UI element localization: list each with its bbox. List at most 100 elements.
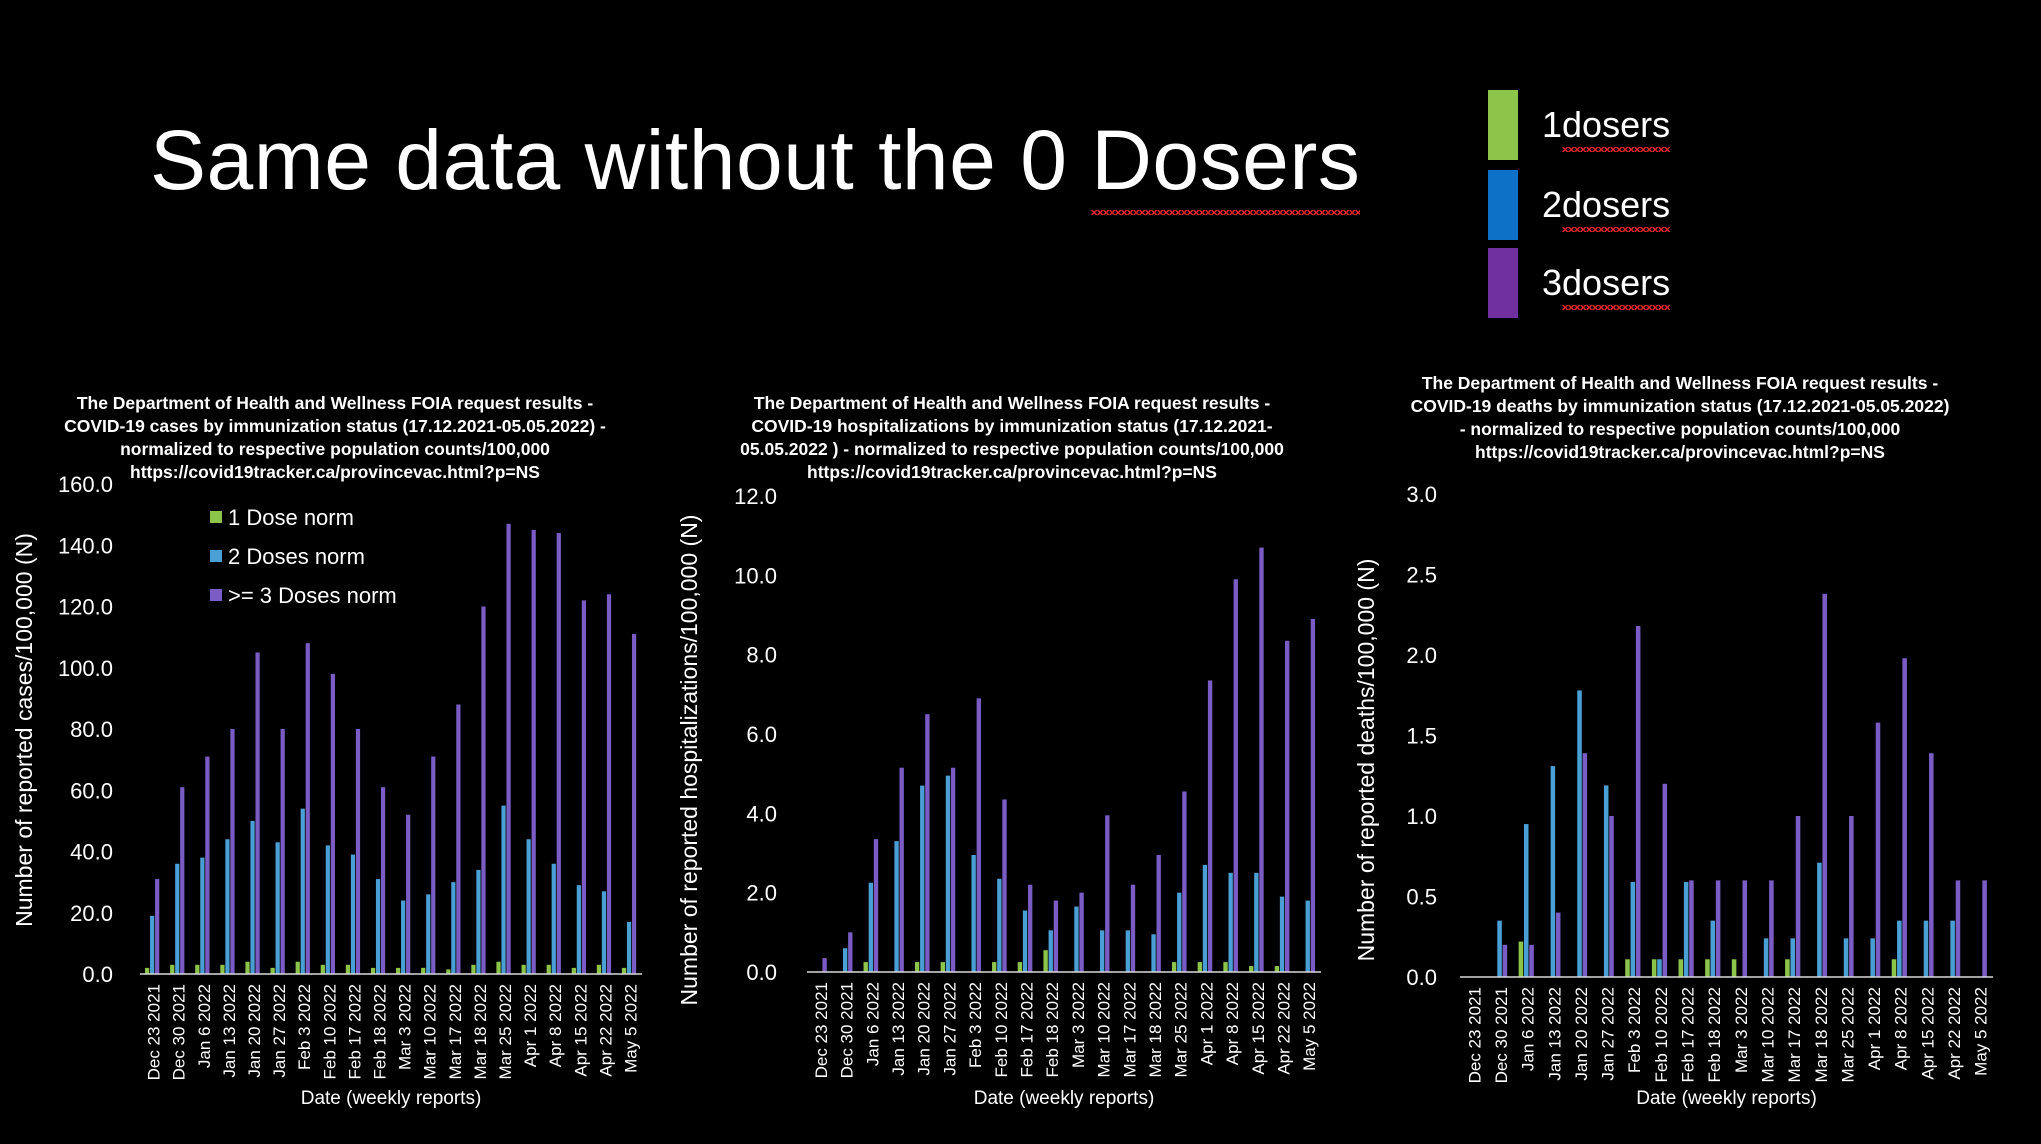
cases-x-tick-label: May 5 2022: [621, 984, 640, 1073]
hospitalizations-bar-series2: [842, 948, 848, 972]
cases-x-tick-label: Dec 30 2021: [170, 984, 189, 1080]
cases-legend-label: 2 Doses norm: [228, 544, 365, 569]
deaths-x-tick-label: Jan 6 2022: [1519, 987, 1538, 1071]
cases-bar-series2: [275, 842, 280, 974]
cases-x-tick-label: Mar 3 2022: [396, 984, 415, 1070]
deaths-bar-series2: [1950, 920, 1955, 977]
deaths-title-line: https://covid19tracker.ca/provincevac.ht…: [1475, 442, 1885, 462]
hospitalizations-x-tick-label: Mar 17 2022: [1120, 982, 1139, 1077]
deaths-bar-series2: [1923, 920, 1929, 977]
hospitalizations-bar-series3: [873, 839, 879, 972]
hospitalizations-bar-series3: [950, 767, 956, 972]
cases-bar-series1: [521, 964, 526, 974]
hospitalizations-bar-series2: [971, 854, 976, 972]
cases-bar-series3: [581, 600, 586, 975]
deaths-bar-series3: [1715, 880, 1721, 977]
deaths-bar-series2: [1683, 882, 1689, 977]
cases-bar-series1: [195, 964, 200, 974]
hospitalizations-x-tick-label: Dec 30 2021: [838, 982, 857, 1078]
deaths-x-tick-label: Mar 3 2022: [1732, 987, 1751, 1073]
slide-title: Same data without the 0 Dosers: [150, 112, 1361, 215]
hospitalizations-bar-series2: [1125, 930, 1131, 972]
hospitalizations-bar-series1: [1043, 950, 1048, 972]
deaths-bar-series2: [1657, 959, 1662, 977]
hospitalizations-bar-series2: [1099, 930, 1105, 972]
deaths-bar-series1: [1651, 959, 1657, 977]
cases-bar-series2: [250, 820, 255, 975]
dose-legend-number-2: 2: [1542, 184, 1563, 225]
hospitalizations-bar-series2: [1074, 906, 1079, 972]
cases-x-tick-label: Apr 22 2022: [596, 984, 615, 1077]
hospitalizations-x-tick-label: Feb 3 2022: [966, 982, 985, 1068]
dose-legend-item-1: 1 dosers: [1488, 90, 1671, 160]
deaths-bar-series1: [1518, 941, 1524, 977]
deaths-x-tick-label: Mar 10 2022: [1758, 987, 1777, 1082]
deaths-y-tick-label: 3.0: [1406, 482, 1437, 507]
deaths-x-tick-label: Jan 20 2022: [1572, 987, 1591, 1081]
cases-y-tick-label: 40.0: [70, 840, 113, 865]
hospitalizations-x-tick-label: Mar 18 2022: [1146, 982, 1165, 1077]
cases-bar-series2: [626, 921, 632, 974]
hospitalizations-bar-series3: [1028, 884, 1033, 972]
deaths-bar-series1: [1705, 959, 1710, 977]
deaths-x-tick-label: Mar 17 2022: [1785, 987, 1804, 1082]
hospitalizations-bar-series3: [1310, 618, 1316, 972]
dose-legend-swatch-3: [1488, 248, 1518, 318]
deaths-bar-series3: [1529, 944, 1534, 977]
cases-y-tick-label: 20.0: [70, 901, 113, 926]
hospitalizations-chart-title: The Department of Health and Wellness FO…: [712, 392, 1312, 484]
hospitalizations-bar-series3: [1182, 791, 1187, 972]
cases-bar-series3: [406, 814, 411, 974]
deaths-bar-series3: [1929, 753, 1934, 977]
deaths-bar-series2: [1817, 862, 1822, 977]
deaths-bar-series3: [1902, 658, 1907, 977]
cases-bar-series2: [350, 854, 356, 974]
cases-y-tick-label: 160.0: [58, 472, 113, 497]
cases-bar-series3: [255, 652, 260, 974]
dose-legend-item-3: 3 dosers: [1488, 248, 1671, 318]
deaths-bar-series3: [1849, 816, 1854, 977]
hospitalizations-x-tick-label: Jan 13 2022: [889, 982, 908, 1076]
deaths-bar-series2: [1843, 938, 1849, 977]
cases-x-tick-label: Feb 10 2022: [320, 984, 339, 1079]
hospitalizations-y-tick-label: 4.0: [746, 801, 777, 826]
hospitalizations-bar-series2: [1151, 934, 1156, 972]
cases-bar-series2: [576, 885, 581, 974]
dose-legend-word-3: dosers: [1562, 262, 1671, 310]
hospitalizations-x-tick-label: Jan 27 2022: [940, 982, 959, 1076]
deaths-x-tick-label: Dec 23 2021: [1465, 987, 1484, 1083]
cases-bar-series1: [145, 967, 150, 975]
cases-bar-series2: [526, 839, 531, 974]
deaths-y-tick-label: 1.0: [1406, 804, 1437, 829]
deaths-bar-series2: [1763, 938, 1769, 977]
hospitalizations-bar-series2: [894, 841, 899, 972]
cases-legend-label: >= 3 Doses norm: [228, 583, 397, 608]
deaths-bar-series3: [1955, 880, 1961, 977]
cases-bar-series3: [481, 606, 486, 974]
hospitalizations-bar-series3: [1105, 815, 1110, 972]
hospitalizations-x-tick-label: Feb 18 2022: [1043, 982, 1062, 1077]
hospitalizations-bar-series3: [1130, 884, 1136, 972]
hospitalizations-x-tick-label: Feb 10 2022: [992, 982, 1011, 1077]
cases-bar-series3: [631, 634, 637, 974]
cases-bar-series2: [375, 879, 381, 974]
cases-bar-series2: [601, 891, 607, 974]
cases-bar-series1: [220, 964, 225, 974]
hospitalizations-bar-series3: [1259, 547, 1264, 972]
hospitalizations-x-tick-label: Feb 17 2022: [1017, 982, 1036, 1077]
cases-x-tick-label: Jan 13 2022: [220, 984, 239, 1078]
hospitalizations-y-axis-label: Number of reported hospitalizations/100,…: [676, 515, 702, 1006]
hospitalizations-x-axis-label: Date (weekly reports): [974, 1088, 1155, 1109]
cases-title-line: https://covid19tracker.ca/provincevac.ht…: [130, 462, 540, 482]
cases-x-tick-label: Feb 18 2022: [370, 984, 389, 1079]
cases-bar-series1: [571, 967, 576, 975]
dose-legend-word-1: dosers: [1562, 104, 1671, 152]
hospitalizations-title-line: 05.05.2022 ) - normalized to respective …: [740, 439, 1284, 459]
cases-x-tick-label: Jan 27 2022: [270, 984, 289, 1078]
hospitalizations-x-tick-label: Apr 1 2022: [1197, 982, 1216, 1065]
hospitalizations-x-tick-label: Jan 6 2022: [863, 982, 882, 1066]
hospitalizations-bar-series3: [1002, 799, 1007, 972]
deaths-bar-series1: [1731, 959, 1737, 977]
cases-bar-series2: [225, 839, 230, 974]
deaths-bar-series2: [1523, 824, 1529, 977]
